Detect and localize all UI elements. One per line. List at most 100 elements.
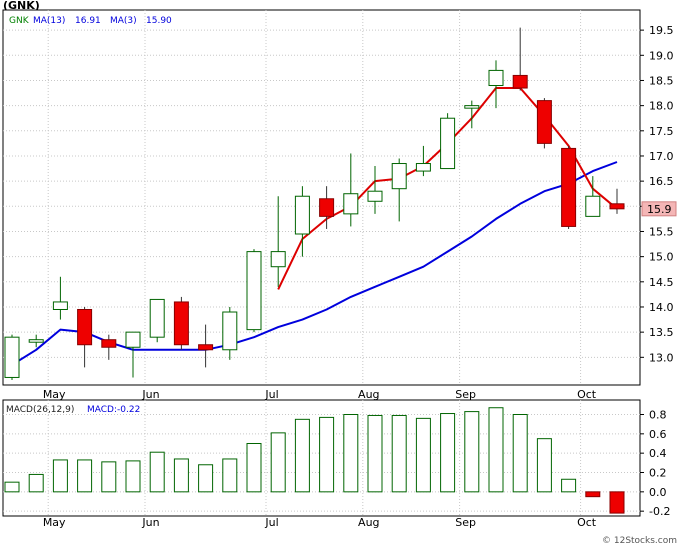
- macd-bar: [464, 411, 480, 493]
- candle-body-up: [246, 251, 262, 331]
- candle: [561, 145, 577, 229]
- candle-body-up: [294, 195, 310, 235]
- macd-bar: [125, 460, 141, 493]
- price-x-tick-label: Oct: [577, 388, 597, 401]
- macd-y-tick-label: 0.0: [649, 486, 667, 499]
- candle-body-up: [415, 163, 431, 172]
- price-y-tick-label: 17.5: [649, 125, 674, 138]
- candle: [125, 331, 141, 378]
- last-price-marker: 15.9: [641, 201, 677, 217]
- candle-body-down: [101, 339, 117, 348]
- ticker-label: GNK: [9, 16, 30, 26]
- macd-x-tick-label: May: [43, 516, 66, 529]
- price-y-tick-label: 13.5: [649, 326, 674, 339]
- candle: [415, 145, 431, 177]
- price-y-tick-label: 19.0: [649, 49, 674, 62]
- macd-y-tick-label: -0.2: [649, 505, 670, 518]
- macd-x-tick-label: Sep: [455, 516, 476, 529]
- candle: [294, 186, 310, 257]
- candle: [52, 276, 68, 320]
- macd-bar: [198, 464, 214, 493]
- macd-x-tick-label: Aug: [358, 516, 379, 529]
- macd-bar: [77, 459, 93, 493]
- macd-bar: [270, 432, 286, 493]
- ma3-legend-name: MA(3): [110, 16, 137, 26]
- price-y-tick-label: 16.5: [649, 175, 674, 188]
- macd-bar: [488, 407, 504, 493]
- candle-body-down: [536, 100, 552, 144]
- candle: [609, 188, 625, 214]
- macd-bars: [4, 407, 625, 514]
- macd-bar: [585, 491, 601, 498]
- macd-bar: [173, 458, 189, 493]
- last-price-box: [641, 201, 677, 217]
- candle: [440, 113, 456, 170]
- price-y-tick-label: 15.5: [649, 225, 674, 238]
- macd-bar: [101, 461, 117, 493]
- price-y-tick-label: 17.0: [649, 150, 674, 163]
- price-y-tick-label: 13.0: [649, 351, 674, 364]
- macd-legend-name: MACD(26,12,9): [6, 405, 74, 415]
- candle-body-up: [222, 311, 238, 351]
- price-y-tick-label: 19.5: [649, 24, 674, 37]
- candles: [4, 27, 625, 380]
- macd-legend-value: MACD:-0.22: [87, 405, 140, 415]
- price-x-tick-label: Jul: [264, 388, 278, 401]
- macd-bar: [609, 491, 625, 514]
- macd-bar: [149, 451, 165, 493]
- macd-bar: [561, 478, 577, 493]
- ma13-legend-name: MA(13): [33, 16, 65, 26]
- macd-bar: [391, 414, 407, 493]
- price-y-tick-label: 18.5: [649, 74, 674, 87]
- candle-body-up: [464, 105, 480, 109]
- candle-body-up: [28, 339, 44, 343]
- candle-body-down: [198, 344, 214, 351]
- candle: [464, 100, 480, 129]
- macd-y-tick-label: 0.8: [649, 409, 667, 422]
- macd-x-axis: May Jun Jul Aug Sep Oct: [43, 516, 597, 529]
- watermark: © 12Stocks.com: [602, 536, 677, 546]
- candle: [28, 334, 44, 348]
- candle-body-up: [440, 117, 456, 170]
- candle-body-down: [561, 147, 577, 227]
- candle: [77, 306, 93, 368]
- candle-body-up: [125, 331, 141, 348]
- price-panel-frame: [2, 9, 641, 386]
- ma13-legend-value: 16.91: [75, 16, 101, 26]
- candle: [488, 60, 504, 109]
- candle-body-up: [367, 190, 383, 202]
- price-y-tick-label: 14.0: [649, 301, 674, 314]
- macd-bar: [367, 414, 383, 493]
- candle: [536, 98, 552, 149]
- candle-body-up: [4, 336, 20, 378]
- macd-y-tick-label: 0.6: [649, 428, 667, 441]
- macd-bar: [319, 416, 335, 493]
- price-x-tick-label: Aug: [358, 388, 379, 401]
- candle: [4, 334, 20, 380]
- price-x-tick-label: May: [43, 388, 66, 401]
- macd-x-tick-label: Jun: [141, 516, 159, 529]
- macd-bar: [52, 459, 68, 493]
- macd-y-tick-label: 0.4: [649, 447, 667, 460]
- macd-x-tick-label: Oct: [577, 516, 597, 529]
- candle: [319, 186, 335, 229]
- candle-body-down: [512, 74, 528, 89]
- macd-x-tick-label: Jul: [264, 516, 278, 529]
- candle-body-up: [270, 251, 286, 268]
- macd-bar: [343, 414, 359, 493]
- candle-body-down: [319, 198, 335, 217]
- candle-body-up: [149, 298, 165, 338]
- candle: [101, 334, 117, 360]
- candle: [367, 166, 383, 214]
- candle: [198, 324, 214, 368]
- candle-body-up: [52, 301, 68, 310]
- last-price-label: 15.9: [647, 203, 672, 216]
- macd-bar: [415, 417, 431, 493]
- price-y-tick-label: 15.0: [649, 251, 674, 264]
- price-y-axis: 13.013.514.014.515.015.516.016.517.017.5…: [640, 24, 674, 364]
- price-x-tick-label: Jun: [141, 388, 159, 401]
- candle: [149, 298, 165, 343]
- price-x-axis: May Jun Jul Aug Sep Oct: [43, 388, 597, 401]
- candle: [585, 176, 601, 217]
